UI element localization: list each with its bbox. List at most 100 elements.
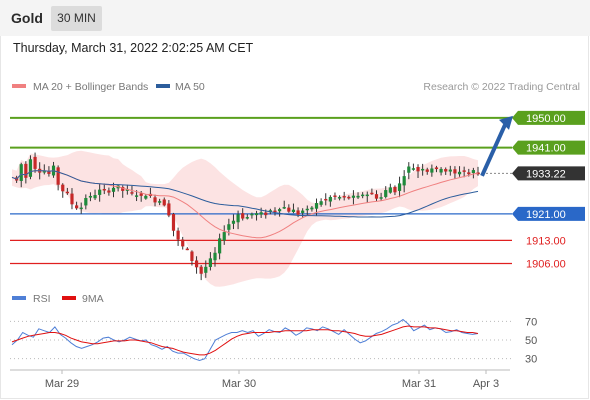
candle-body [98, 189, 102, 195]
candle-body [153, 197, 157, 203]
candle-body [356, 195, 360, 198]
ma20-legend-swatch [12, 84, 26, 88]
time-axis-ticks: Mar 29 Mar 30 Mar 31 Apr 3 [45, 370, 499, 390]
candle-body [181, 239, 185, 247]
candle-body [351, 195, 356, 198]
level-tag-1 [512, 140, 585, 155]
candle-body [47, 171, 51, 174]
candle-body [28, 159, 33, 177]
candle-body [434, 167, 439, 170]
candle-body [319, 201, 323, 205]
candle-body [379, 197, 383, 199]
ma50-legend-label: MA 50 [175, 81, 205, 93]
forecast-arrow-shaft [480, 124, 507, 177]
candle-body [254, 213, 259, 216]
candle-body [107, 190, 111, 193]
candle-body [388, 187, 392, 193]
candle-body [125, 189, 129, 191]
candle-body [430, 168, 434, 173]
candle-body [273, 210, 277, 213]
candle-body [42, 171, 46, 173]
level-label-1: 1941.00 [526, 143, 566, 155]
candle-body [301, 210, 305, 213]
ma20-legend-label: MA 20 + Bollinger Bands [33, 81, 148, 93]
candle-body [130, 192, 134, 194]
candles [15, 152, 480, 281]
candle-body [397, 183, 402, 191]
candle-body [361, 194, 365, 197]
candle-body [204, 266, 208, 273]
candle-body [342, 196, 346, 198]
candle-body [222, 232, 226, 241]
candle-body [296, 210, 300, 215]
candle-body [199, 266, 203, 274]
candle-body [19, 164, 23, 181]
ma50-legend-swatch [156, 84, 170, 88]
level-tag-0 [512, 110, 585, 125]
candle-body [333, 195, 337, 197]
candle-body [328, 196, 332, 202]
level-label-4: 1906.00 [526, 259, 566, 271]
candle-body [278, 209, 282, 212]
rsi-line [11, 318, 479, 362]
candle-body [310, 207, 314, 210]
candle-body [84, 198, 88, 206]
candle-body [144, 195, 148, 199]
rsi-ma-legend-swatch [62, 296, 76, 300]
candle-body [61, 184, 65, 192]
candle-body [33, 156, 37, 169]
rsi-tick-label-0: 70 [525, 316, 537, 328]
candle-body [171, 213, 176, 231]
level-label-2: 1921.00 [526, 209, 566, 221]
candle-body [384, 190, 388, 197]
rsi-legend-label: RSI [33, 293, 51, 305]
candle-body [231, 220, 236, 224]
main-legend: MA 20 + Bollinger Bands MA 50 Research ©… [12, 81, 580, 93]
candle-body [70, 193, 74, 205]
candle-body [324, 198, 328, 201]
candle-body [314, 203, 319, 209]
rsi-ma-legend-label: 9MA [82, 293, 104, 305]
candle-body [444, 169, 448, 172]
candle-body [411, 168, 416, 170]
chart-frame [0, 36, 589, 399]
candle-body [139, 193, 143, 196]
rsi-tick-label-1: 50 [525, 335, 537, 347]
candle-body [227, 224, 231, 230]
moving-averages [11, 170, 479, 239]
candle-body [374, 194, 379, 199]
research-credit: Research © 2022 Trading Central [423, 81, 580, 93]
candle-body [167, 203, 171, 216]
ma50-line [11, 170, 479, 218]
candle-body [439, 168, 443, 173]
candle-body [102, 188, 106, 191]
candle-body [268, 210, 272, 213]
candle-body [337, 197, 342, 199]
level-label-0: 1950.00 [526, 113, 566, 125]
candle-body [259, 212, 263, 215]
time-tick-label-0: Mar 29 [45, 378, 79, 390]
candle-body [190, 251, 194, 261]
rsi-panel: 70 50 30 [10, 316, 537, 366]
instrument-title: Gold [11, 10, 43, 26]
rsi-legend-swatch [12, 296, 26, 300]
timeframe-button[interactable]: 30 MIN [51, 6, 102, 31]
candle-body [467, 172, 471, 175]
candle-body [462, 170, 466, 172]
candle-body [121, 187, 125, 191]
candle-body [111, 187, 116, 192]
candle-body [365, 194, 369, 197]
candle-body [24, 163, 28, 178]
candle-body [93, 195, 97, 199]
current-price-tag [512, 166, 585, 181]
candle-body [176, 230, 180, 240]
candle-body [402, 176, 406, 186]
candle-body [241, 213, 245, 219]
time-tick-label-2: Mar 31 [402, 378, 436, 390]
candle-body [79, 207, 83, 210]
candle-body [162, 199, 166, 206]
level-label-3: 1913.00 [526, 235, 566, 247]
candle-body [407, 166, 411, 173]
candle-body [213, 252, 217, 261]
level-tag-2 [512, 206, 585, 221]
